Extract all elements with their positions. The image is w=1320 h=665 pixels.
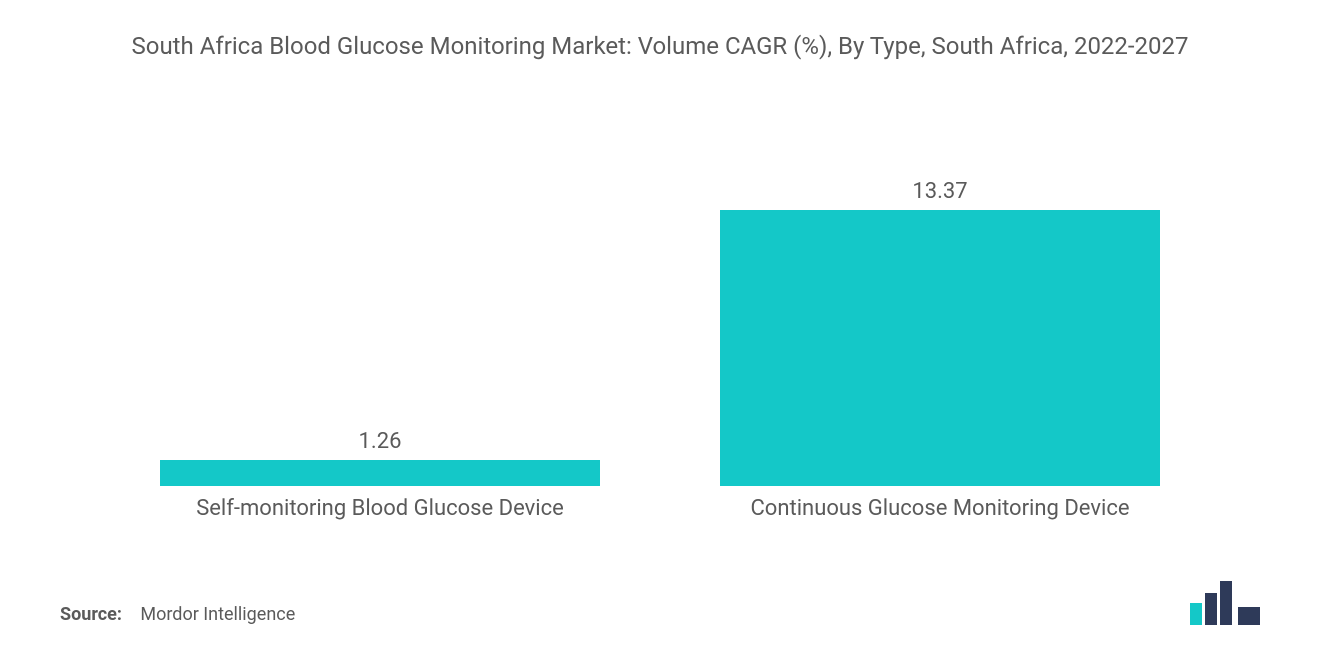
source-label: Source: [60, 604, 122, 625]
source-line: Source: Mordor Intelligence [60, 604, 295, 625]
bar-value-0: 1.26 [359, 429, 402, 454]
bar-label-0: Self-monitoring Blood Glucose Device [196, 496, 564, 521]
bar-group-1: 13.37 Continuous Glucose Monitoring Devi… [720, 179, 1160, 521]
chart-plot-area: 1.26 Self-monitoring Blood Glucose Devic… [60, 82, 1260, 531]
brand-logo-icon [1190, 581, 1260, 625]
logo-svg [1190, 581, 1260, 625]
source-text: Mordor Intelligence [140, 604, 295, 625]
bar-rect-1 [720, 210, 1160, 486]
chart-title: South Africa Blood Glucose Monitoring Ma… [132, 30, 1189, 62]
bar-group-0: 1.26 Self-monitoring Blood Glucose Devic… [160, 429, 600, 521]
chart-footer: Source: Mordor Intelligence [60, 531, 1260, 635]
bar-value-1: 13.37 [912, 179, 967, 204]
chart-container: South Africa Blood Glucose Monitoring Ma… [0, 0, 1320, 665]
bar-rect-0 [160, 460, 600, 486]
bar-label-1: Continuous Glucose Monitoring Device [750, 496, 1129, 521]
